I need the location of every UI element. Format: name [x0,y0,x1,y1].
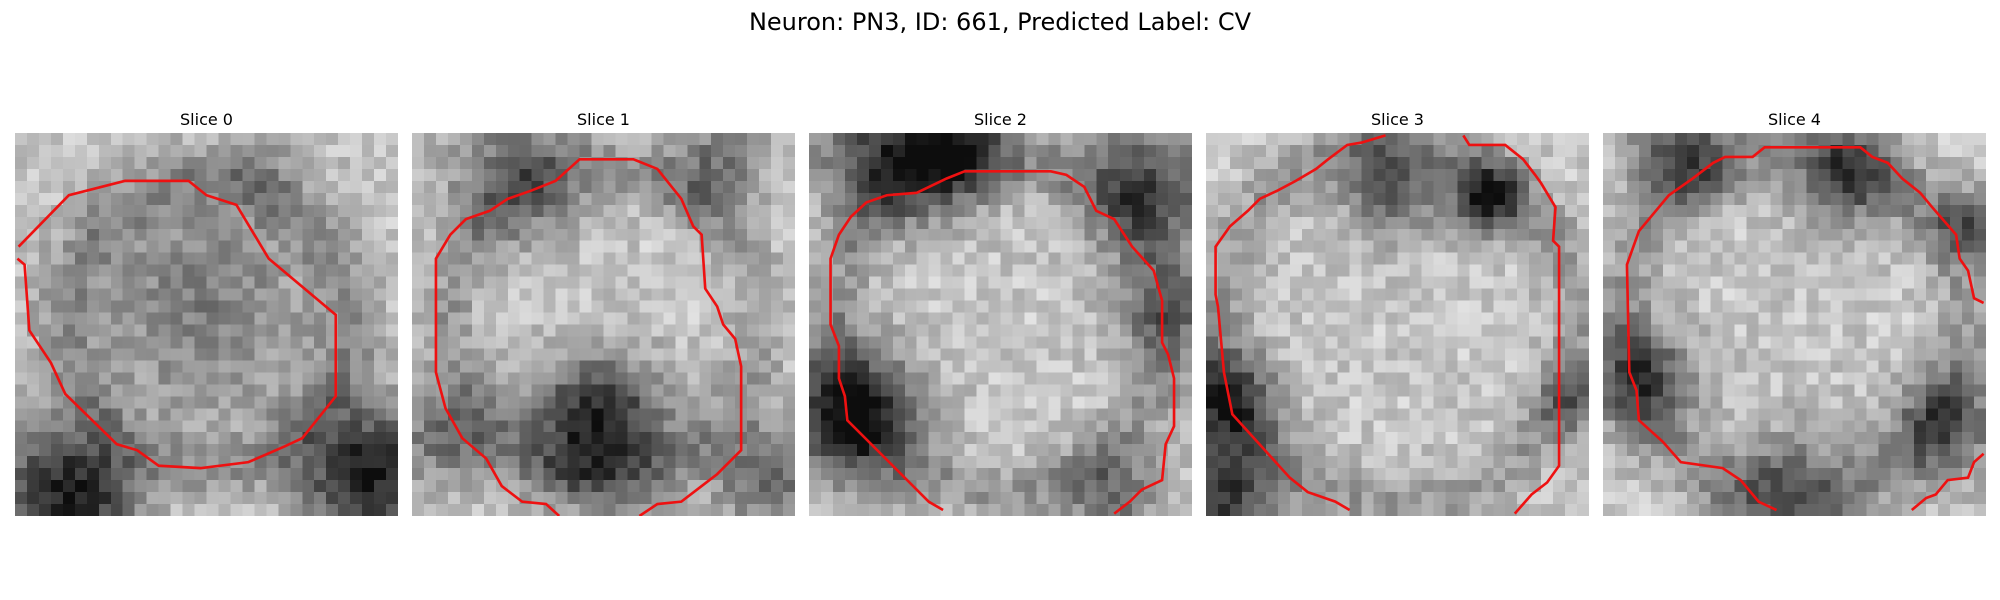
cell-contour [1625,146,1985,512]
slice-panel-2: Slice 2 [809,107,1192,516]
cell-contour [1462,134,1561,515]
microscopy-pixels [1206,133,1589,516]
slice-title: Slice 3 [1371,110,1424,129]
slice-image [1603,133,1986,516]
cell-contour [434,158,743,516]
slice-image [15,133,398,516]
slice-panel-1: Slice 1 [412,107,795,516]
figure-title: Neuron: PN3, ID: 661, Predicted Label: C… [748,8,1252,36]
slice-panel-0: Slice 0 [15,107,398,516]
slice-title: Slice 4 [1768,110,1821,129]
slice-title: Slice 1 [577,110,630,129]
cell-contour [829,169,1176,515]
slice-panel-4: Slice 4 [1603,107,1986,516]
cell-contour [1910,452,1985,512]
slice-panel-3: Slice 3 [1206,107,1589,516]
cell-contour [16,179,338,470]
slice-image [809,133,1192,516]
microscopy-pixels [412,133,795,516]
slice-title: Slice 2 [974,110,1027,129]
microscopy-pixels [15,133,398,516]
microscopy-pixels [1603,133,1986,516]
slice-image [1206,133,1589,516]
cell-contour [1214,134,1386,512]
microscopy-pixels [809,133,1192,516]
slice-image [412,133,795,516]
slice-title: Slice 0 [180,110,233,129]
